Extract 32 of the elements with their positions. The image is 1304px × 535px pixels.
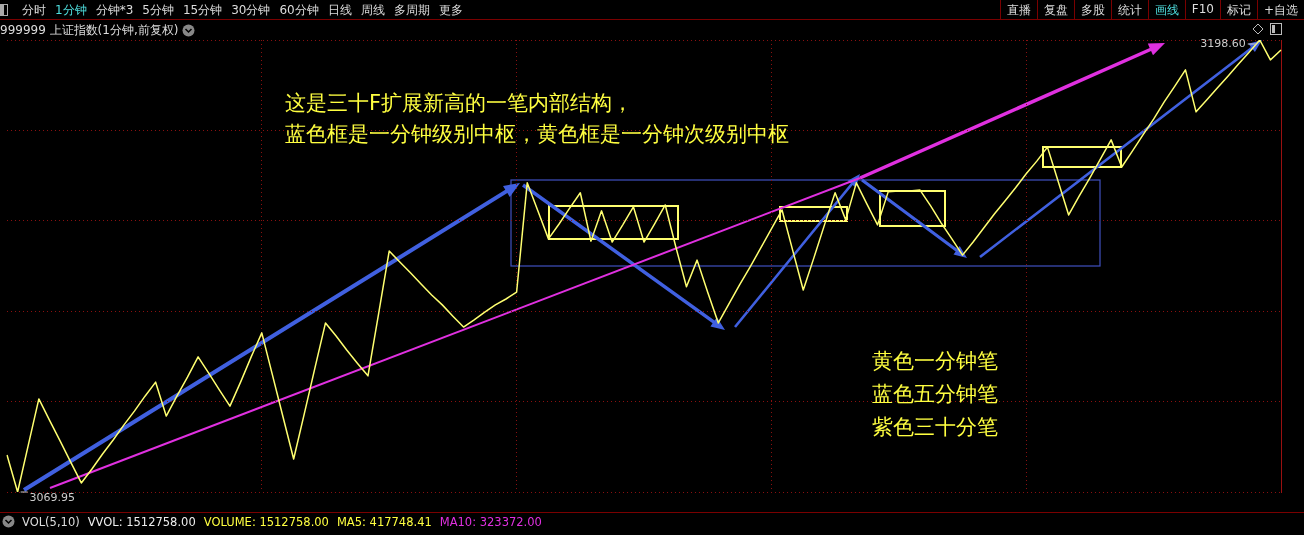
text: +自选 xyxy=(1256,0,1304,19)
text: 1分钟 xyxy=(55,2,87,19)
annotation: 黄色一分钟笔 xyxy=(872,348,998,375)
annotation: 紫色三十分笔 xyxy=(872,414,998,441)
annotation: 3198.60 xyxy=(1200,36,1246,50)
text: 周线 xyxy=(360,2,385,19)
annotation: 3069.95 xyxy=(29,490,76,504)
text: 15分钟 xyxy=(182,2,223,19)
text: 多股 xyxy=(1073,0,1111,19)
text: 60分钟 xyxy=(279,2,319,19)
text: VOLUME: 1512758.00 xyxy=(203,515,329,529)
text: 画线 xyxy=(1147,0,1185,19)
annotation: 蓝色框是一分钟级别中枢，黄色框是一分钟次级别中枢 xyxy=(285,121,789,148)
text: VVOL: 1512758.00 xyxy=(87,515,196,529)
text: 5分钟 xyxy=(142,2,174,19)
text: 日线 xyxy=(327,2,352,19)
annotation: 蓝色五分钟笔 xyxy=(872,381,998,408)
text: MA10: 323372.00 xyxy=(439,515,542,529)
text: 分钟*3 xyxy=(95,2,134,19)
text: 复盘 xyxy=(1036,0,1074,19)
chart-title: 999999 上证指数(1分钟,前复权) xyxy=(0,22,179,39)
text: 标记 xyxy=(1219,0,1257,19)
text: 30分钟 xyxy=(231,2,271,19)
text: 多周期 xyxy=(393,2,430,19)
text: VOL(5,10) xyxy=(22,515,80,529)
text: 分时 xyxy=(22,2,46,19)
text: F10 xyxy=(1184,0,1220,19)
text: 直播 xyxy=(999,0,1037,19)
text: 更多 xyxy=(438,2,463,19)
text: MA5: 417748.41 xyxy=(336,515,432,529)
annotation: 这是三十F扩展新高的一笔内部结构， xyxy=(285,90,635,117)
text: 统计 xyxy=(1110,0,1148,19)
